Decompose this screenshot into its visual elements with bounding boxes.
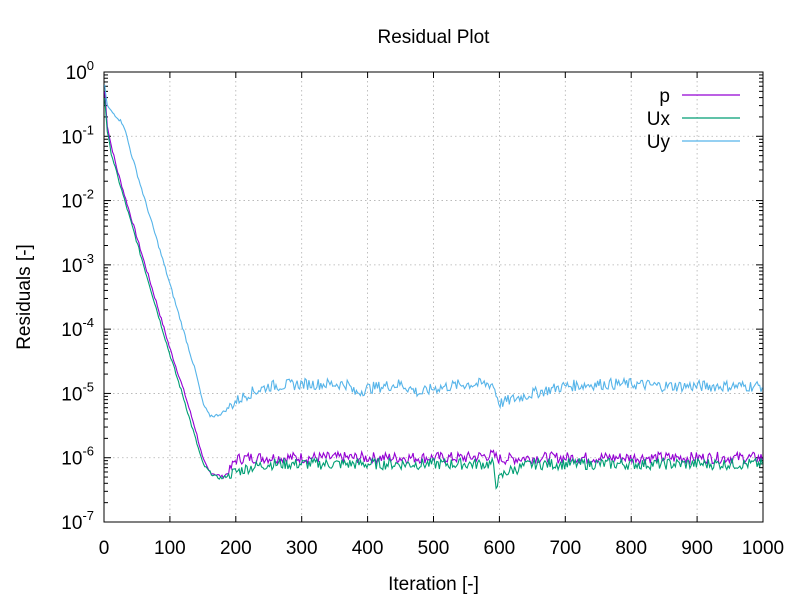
x-tick-label: 300 (286, 538, 318, 559)
x-tick-label: 0 (99, 538, 110, 559)
y-tick-label: 10-5 (61, 379, 94, 405)
series-line-uy (104, 84, 763, 418)
y-axis-title: Residuals [-] (14, 244, 35, 350)
y-tick-label: 10-1 (61, 122, 94, 148)
series (104, 84, 763, 490)
legend-label-ux: Ux (647, 109, 671, 130)
series-line-ux (104, 97, 763, 490)
ticks: 0 100 200 300 400 500 600 700 800 900 1000 100 10-1 1… (61, 58, 784, 559)
legend-label-p: p (659, 86, 670, 107)
x-tick-label: 500 (418, 538, 450, 559)
y-tick-label: 100 (66, 58, 94, 84)
y-tick-label: 10-3 (61, 251, 94, 277)
x-tick-label: 200 (220, 538, 252, 559)
x-tick-label: 800 (615, 538, 647, 559)
y-tick-label: 10-2 (61, 187, 94, 213)
x-axis-title: Iteration [-] (388, 574, 479, 595)
chart-title: Residual Plot (378, 27, 491, 48)
legend-label-uy: Uy (647, 132, 671, 153)
x-tick-label: 600 (484, 538, 516, 559)
x-tick-label: 1000 (742, 538, 784, 559)
y-tick-label: 10-4 (61, 315, 94, 341)
x-tick-label: 400 (352, 538, 384, 559)
x-tick-label: 900 (681, 538, 713, 559)
x-tick-label: 700 (549, 538, 581, 559)
y-tick-label: 10-7 (61, 508, 94, 534)
x-tick-label: 100 (154, 538, 186, 559)
y-tick-label: 10-6 (61, 444, 94, 470)
